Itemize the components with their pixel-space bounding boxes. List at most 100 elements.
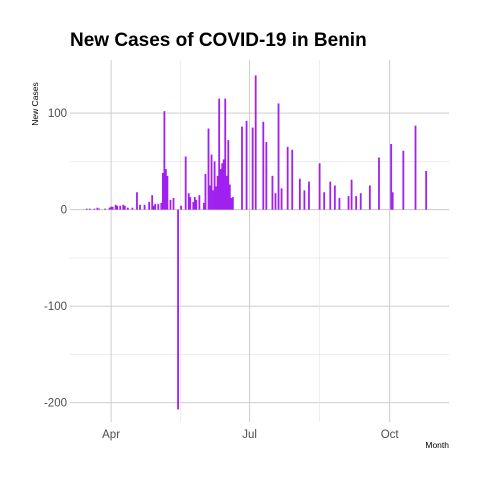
bar [93,208,96,210]
bar [143,204,146,210]
bar [225,175,228,210]
bar [231,197,234,210]
bar [209,185,211,210]
bar [280,188,283,210]
bar [224,98,227,210]
bar [271,175,274,210]
bar [318,163,321,210]
x-axis-label: Month [425,440,449,450]
bar [308,181,310,210]
bar [203,202,205,210]
bar [88,208,91,210]
bar [347,196,350,210]
bar [204,173,207,210]
bar [108,207,111,210]
bar [114,204,117,210]
bar [277,103,280,210]
x-tick-label: Apr [102,429,120,441]
bar [378,157,380,210]
bar [333,185,336,210]
bar [215,186,218,210]
bar [116,205,119,210]
bar [96,207,99,210]
bar [402,150,405,210]
bar [286,146,289,210]
y-tick-label: -200 [44,398,67,410]
bar [303,190,306,210]
bar [85,208,88,210]
x-tick-label: Oct [381,429,400,441]
bar [291,149,294,210]
bar [189,197,192,210]
y-tick-label: 100 [48,108,67,120]
bar [355,196,358,210]
bar [329,181,332,210]
bar [148,201,151,210]
bar [216,175,219,210]
bar [164,169,167,210]
bar [338,198,341,210]
bar [180,205,183,210]
bar [219,169,222,210]
x-axis-ticks: Apr Jul Oct [102,429,399,441]
bar [119,205,122,210]
bar [166,175,169,210]
bar [184,156,187,210]
bar [350,179,353,210]
bar [98,208,100,210]
bar [230,198,233,210]
bar [163,111,166,210]
bar [123,205,126,210]
bar [187,193,190,210]
bar [222,159,225,210]
bar [245,120,248,210]
bar-series [85,75,428,410]
bar [152,205,155,210]
bar [210,154,213,210]
bar [122,204,125,210]
x-tick-label: Jul [242,429,257,441]
bar [241,126,243,210]
bar [193,197,196,210]
bar [262,121,265,210]
bar [227,140,230,210]
bar [221,163,224,210]
y-tick-label: 0 [61,205,67,217]
y-axis-ticks: -200 -100 0 100 [44,108,67,410]
bar [136,192,138,210]
bar [151,195,154,210]
bar [110,206,112,210]
bar [160,202,163,210]
bar [265,142,268,210]
bar [139,204,141,210]
bar [104,208,106,210]
bar [228,184,231,210]
bar [425,171,428,210]
bar [177,209,179,410]
bar [368,185,371,210]
chart-title: New Cases of COVID-19 in Benin [70,30,367,51]
bar [391,192,394,210]
y-tick-label: -100 [44,301,67,313]
bar [254,75,257,210]
bar [172,198,175,210]
bar [111,206,114,210]
bar [192,201,195,210]
bar [218,98,221,210]
bar [274,193,277,210]
bar [359,193,362,210]
bar [195,199,198,210]
bar [414,125,417,210]
bar [161,172,164,210]
bar [212,190,214,210]
grid-lines [70,60,449,422]
bar [298,178,301,210]
bar [131,207,134,210]
bar [169,199,172,210]
bar [126,207,129,210]
bar [154,203,157,210]
bar [198,195,201,210]
bar [390,143,393,210]
bar [213,161,216,210]
